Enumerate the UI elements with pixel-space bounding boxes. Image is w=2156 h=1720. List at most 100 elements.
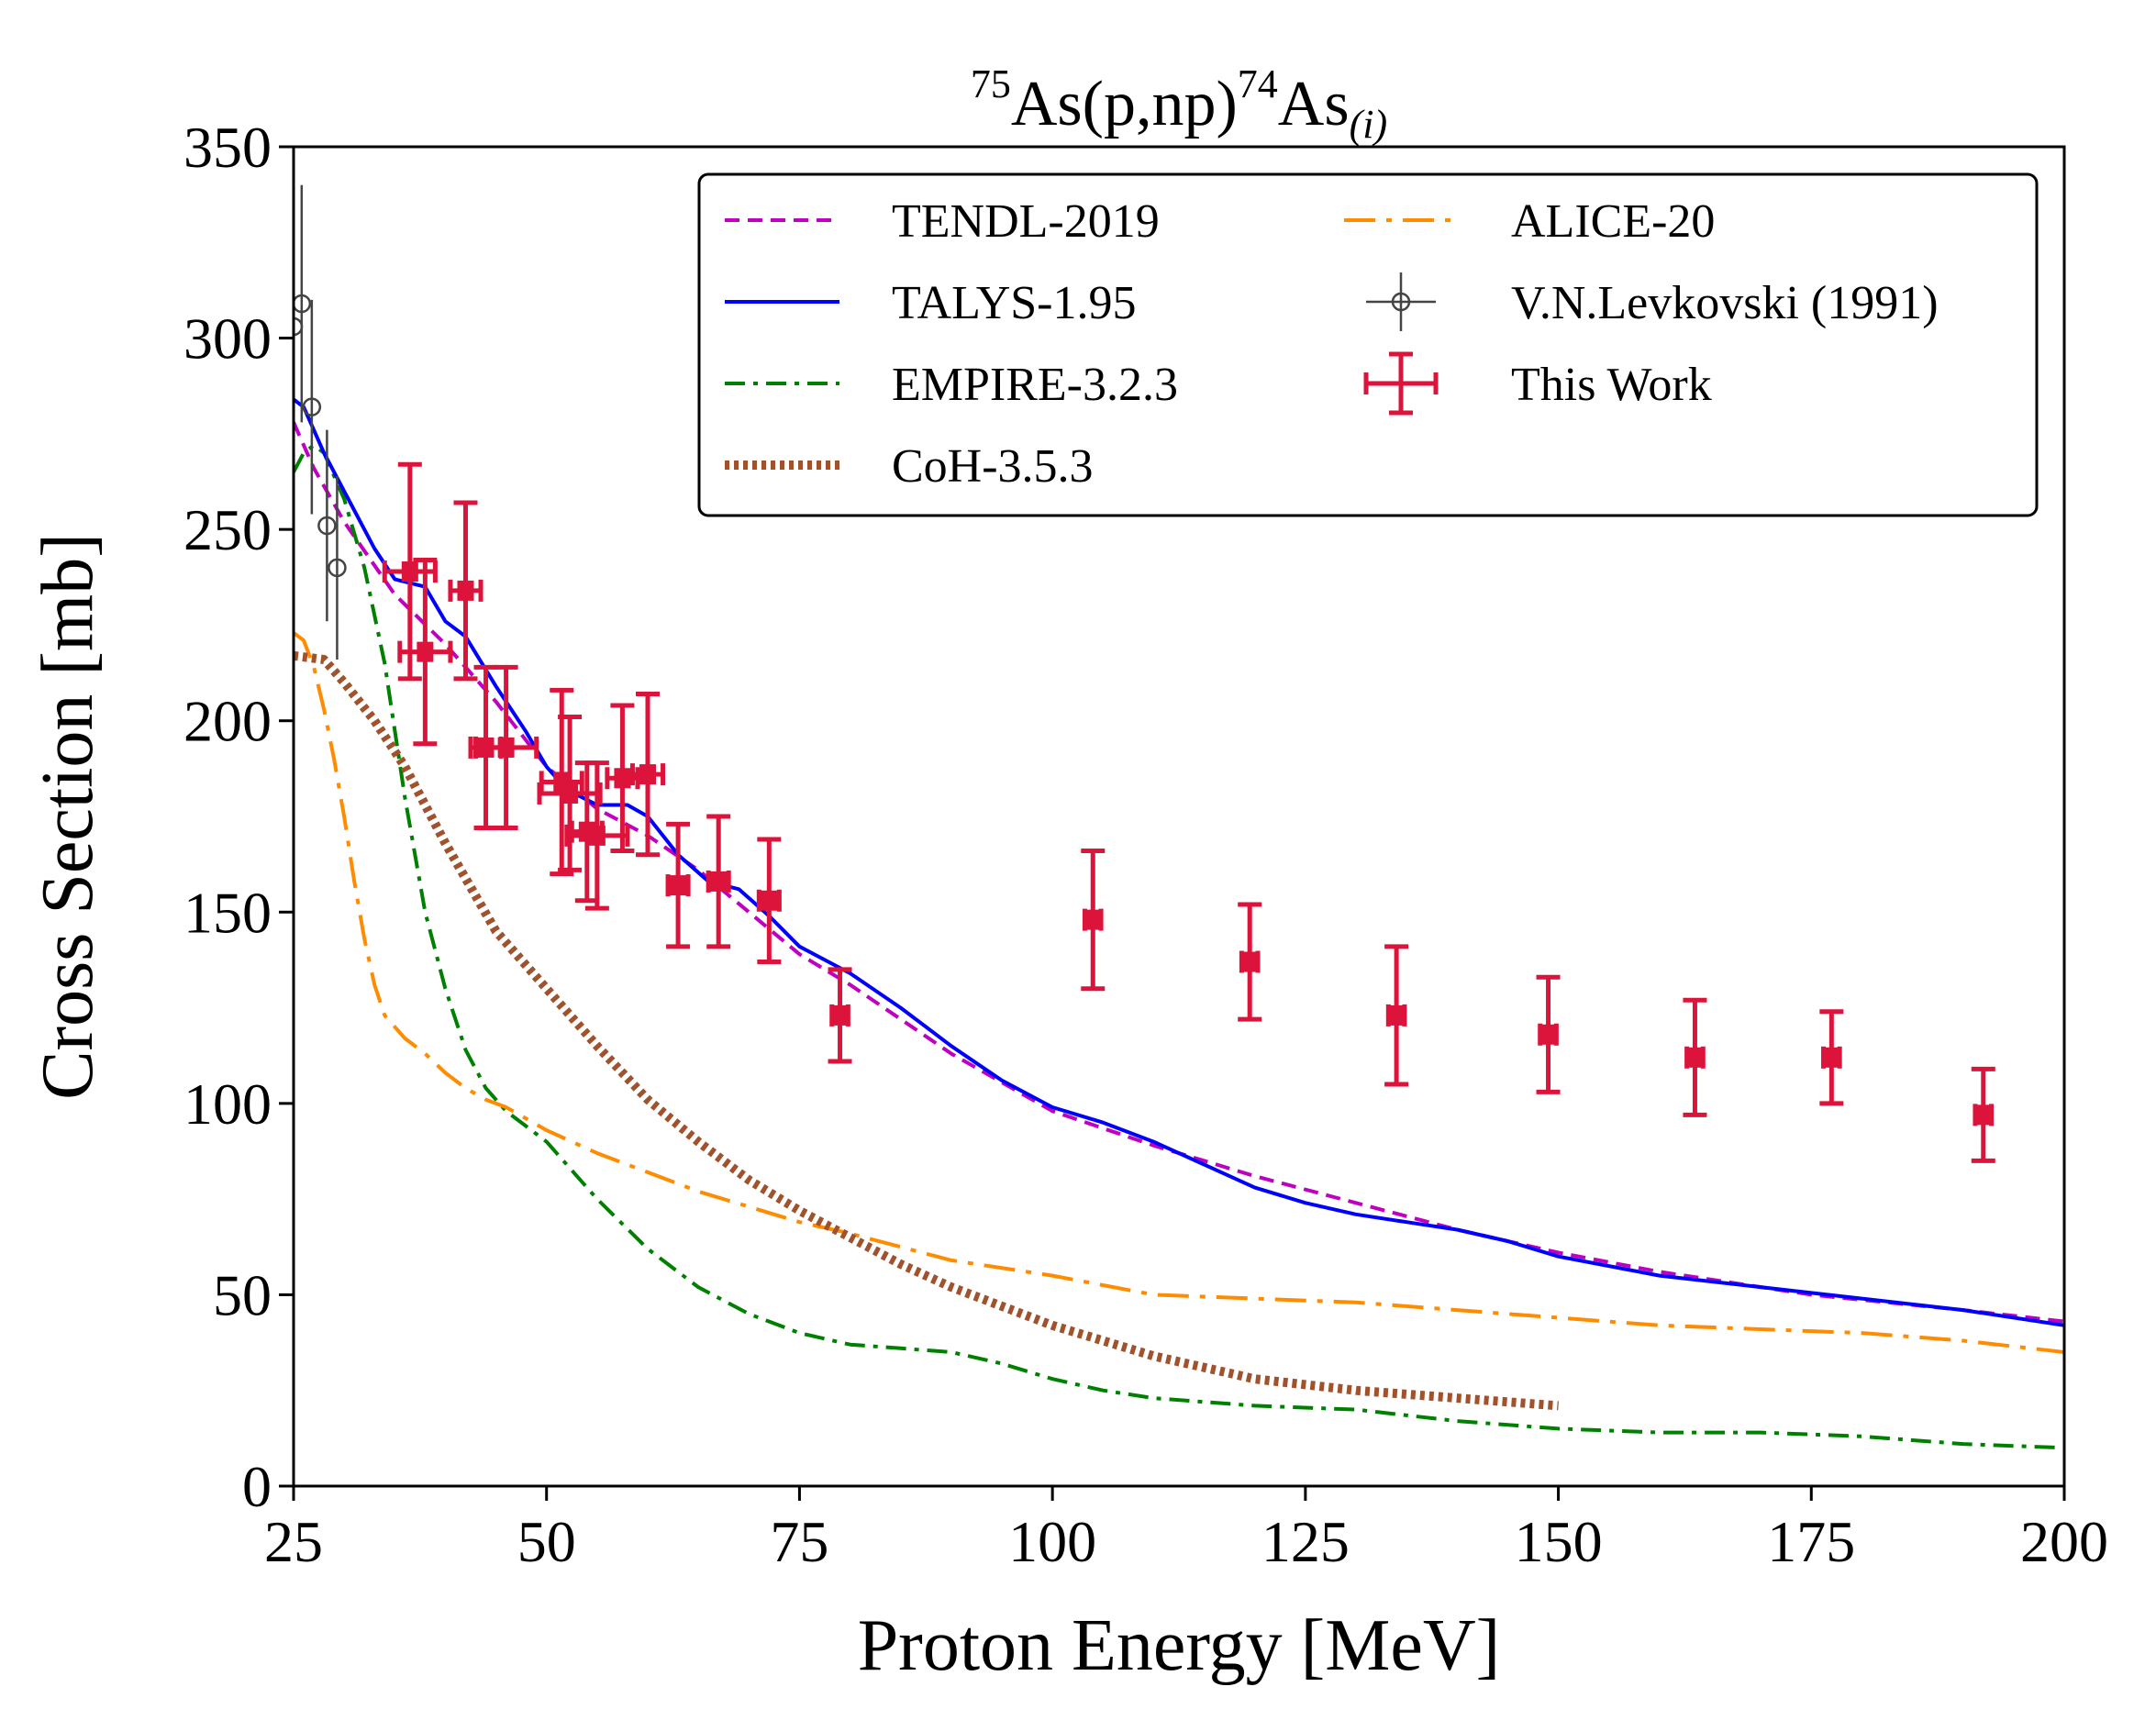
marker-square: [417, 641, 434, 662]
title-reaction: As(p,np): [1011, 69, 1238, 139]
data-point: [706, 814, 731, 949]
series-this-work: [382, 461, 1995, 1163]
marker-square: [561, 782, 579, 804]
title-mass-number-75: 75: [971, 61, 1011, 106]
x-tick-label: 175: [1767, 1509, 1855, 1574]
x-tick-label: 150: [1515, 1509, 1603, 1574]
x-tick-label: 100: [1008, 1509, 1096, 1574]
marker-square: [1686, 1047, 1704, 1068]
legend-item-alice-20: ALICE-20: [1344, 195, 1715, 248]
data-point: [328, 475, 347, 660]
y-tick-label: 50: [213, 1262, 272, 1327]
legend-item-coh-3-5-3: CoH-3.5.3: [725, 440, 1094, 493]
x-tick-label: 50: [517, 1509, 576, 1574]
y-tick-label: 200: [183, 689, 272, 754]
y-tick-label: 150: [183, 880, 272, 945]
series-talys-1-95: [294, 397, 2064, 1327]
y-axis-title: Cross Section [mb]: [28, 533, 108, 1100]
data-point: [564, 760, 630, 911]
data-point: [828, 967, 852, 1064]
series-empire-3-2-3: [294, 443, 2064, 1450]
series-tendl-2019: [294, 421, 2064, 1324]
data-point: [1683, 997, 1707, 1117]
legend-swatch: [1391, 292, 1411, 312]
marker-square: [1241, 951, 1259, 972]
y-tick-label: 100: [183, 1071, 272, 1137]
marker-square: [497, 737, 515, 758]
legend-item-talys-1-95: TALYS-1.95: [725, 277, 1137, 329]
marker-circle: [328, 558, 347, 578]
title-product: As: [1278, 69, 1350, 139]
line-coh-3-5-3: [294, 650, 1559, 1411]
title-subscript: (i): [1350, 102, 1388, 147]
data-point: [382, 461, 438, 682]
legend-item-tendl-2019: TENDL-2019: [725, 195, 1160, 248]
data-point: [317, 429, 337, 622]
legend-item-empire-3-2-3: EMPIRE-3.2.3: [725, 359, 1178, 411]
data-point: [537, 715, 603, 872]
data-point: [665, 821, 691, 949]
legend-label: V.N.Levkovski (1991): [1511, 277, 1939, 329]
y-tick-label: 0: [242, 1454, 272, 1519]
x-tick-label: 200: [2020, 1509, 2108, 1574]
data-point: [1819, 1009, 1844, 1106]
data-point: [448, 500, 483, 682]
series-coh-3-5-3: [294, 650, 1559, 1411]
data-point: [1536, 974, 1561, 1094]
legend-frame: [697, 172, 2039, 517]
legend-item-v-n-levkovski-1991: V.N.Levkovski (1991): [1366, 272, 1939, 331]
data-point: [294, 184, 312, 423]
line-empire-3-2-3: [294, 443, 2064, 1450]
legend-label: CoH-3.5.3: [892, 440, 1094, 493]
line-talys-1-95: [294, 397, 2064, 1327]
marker-square: [401, 561, 418, 583]
data-point: [605, 703, 640, 854]
x-tick-label: 75: [770, 1509, 828, 1574]
legend-item-this-work: This Work: [1363, 351, 1712, 416]
y-tick-label: 350: [183, 115, 272, 180]
x-tick-label: 25: [264, 1509, 323, 1574]
legend-label: TALYS-1.95: [892, 277, 1137, 329]
marker-square: [1084, 909, 1102, 930]
data-point: [397, 558, 453, 747]
data-point: [1081, 849, 1106, 992]
data-point: [302, 299, 322, 515]
legend: TENDL-2019 TALYS-1.95 EMPIRE-3.2.3 CoH-3.5.…: [697, 172, 2039, 517]
line-tendl-2019: [294, 421, 2064, 1324]
data-point: [1971, 1066, 1995, 1163]
data-point: [1384, 944, 1409, 1087]
data-point: [756, 837, 782, 965]
line-alice-20: [294, 631, 2064, 1354]
x-tick-label: 125: [1261, 1509, 1350, 1574]
legend-label: TENDL-2019: [892, 195, 1160, 248]
plot-frame: [292, 145, 2066, 1488]
marker-square: [670, 875, 687, 896]
data-point: [629, 692, 666, 858]
legend-label: ALICE-20: [1511, 195, 1715, 248]
chart-title: 75As(p,np)74As(i): [971, 61, 1387, 147]
marker-square: [1823, 1047, 1840, 1068]
legend-label: EMPIRE-3.2.3: [892, 359, 1178, 411]
series-v-n-levkovski-1991: [294, 184, 347, 660]
y-tick-label: 300: [183, 306, 272, 372]
marker-square: [1388, 1004, 1406, 1026]
marker-square: [710, 871, 728, 892]
marker-square: [457, 580, 474, 601]
y-tick-label: 250: [183, 497, 272, 562]
data-point: [1238, 902, 1262, 1022]
marker-circle: [302, 397, 322, 416]
x-axis-title: Proton Energy [MeV]: [858, 1605, 1501, 1686]
marker-square: [1539, 1024, 1557, 1045]
data-point: [473, 664, 539, 831]
marker-square: [761, 890, 778, 911]
marker-circle: [317, 516, 337, 536]
series-alice-20: [294, 631, 2064, 1354]
marker-circle: [294, 294, 312, 314]
marker-square: [1974, 1104, 1992, 1126]
marker-square: [614, 768, 631, 789]
marker-square: [639, 764, 656, 785]
legend-label: This Work: [1511, 359, 1712, 411]
title-mass-number-74: 74: [1238, 61, 1278, 106]
marker-square: [588, 825, 606, 846]
